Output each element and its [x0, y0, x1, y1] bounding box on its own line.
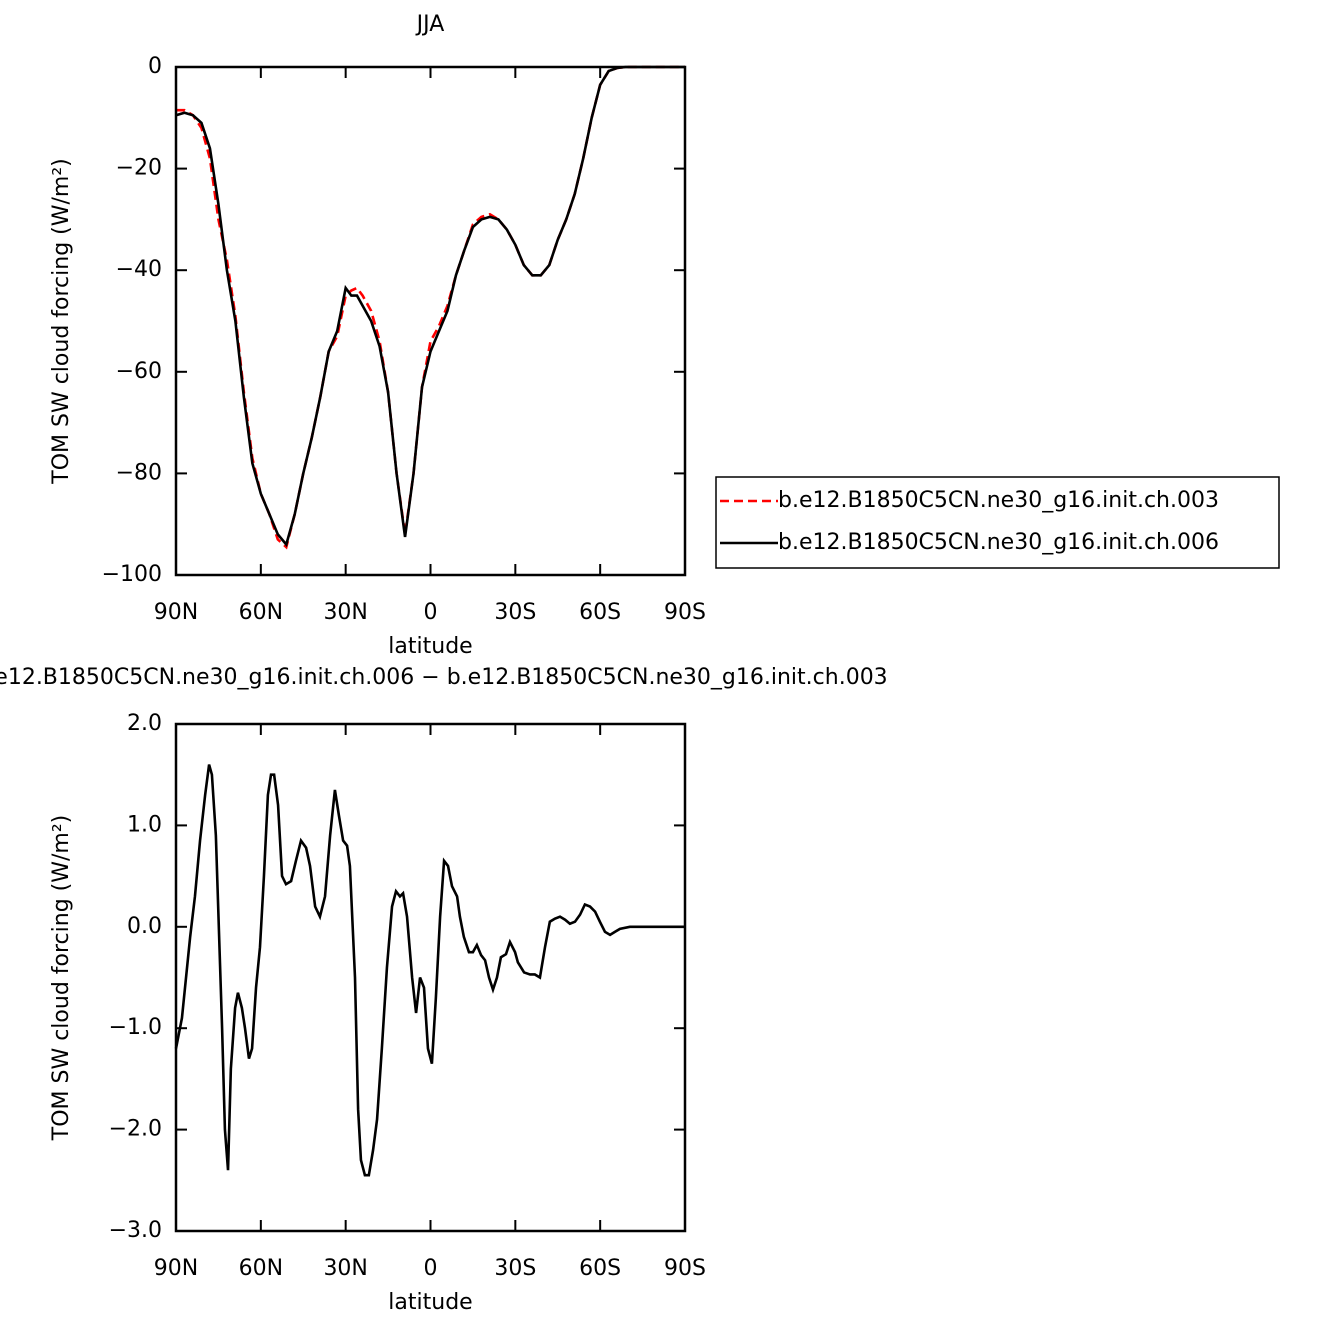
- y-tick-label: −60: [116, 359, 162, 384]
- y-tick-label: −2.0: [109, 1117, 162, 1142]
- x-tick-label: 90N: [154, 600, 198, 625]
- x-tick-label: 90N: [154, 1256, 198, 1281]
- data-line: [174, 764, 685, 1177]
- y-tick-label: −1.0: [109, 1015, 162, 1040]
- x-tick-label: 0: [424, 1256, 438, 1281]
- y-tick-label: 1.0: [127, 812, 162, 837]
- y-axis-label: TOM SW cloud forcing (W/m²): [49, 815, 74, 1141]
- y-axis-label: TOM SW cloud forcing (W/m²): [49, 158, 74, 484]
- x-tick-label: 60N: [239, 1256, 283, 1281]
- legend-label: b.e12.B1850C5CN.ne30_g16.init.ch.003: [778, 488, 1219, 513]
- legend-label: b.e12.B1850C5CN.ne30_g16.init.ch.006: [778, 530, 1219, 555]
- chart-title: b.e12.B1850C5CN.ne30_g16.init.ch.006 − b…: [0, 665, 888, 690]
- y-tick-label: 0.0: [127, 914, 162, 939]
- x-tick-label: 0: [424, 600, 438, 625]
- x-tick-label: 60N: [239, 600, 283, 625]
- legend-box: [715, 476, 1280, 569]
- data-line: [175, 65, 685, 548]
- x-tick-label: 30N: [323, 1256, 367, 1281]
- x-tick-label: 60S: [579, 1256, 621, 1281]
- x-tick-label: 30S: [494, 600, 536, 625]
- plot-frame: [174, 65, 687, 577]
- y-tick-label: −80: [116, 460, 162, 485]
- x-tick-label: 90S: [664, 1256, 706, 1281]
- chart-title: JJA: [415, 12, 445, 37]
- data-line: [176, 65, 685, 550]
- y-tick-label: 0: [148, 54, 162, 79]
- x-tick-label: 60S: [579, 600, 621, 625]
- y-tick-label: −40: [116, 257, 162, 282]
- x-tick-label: 30N: [323, 600, 367, 625]
- x-axis-label: latitude: [388, 1290, 472, 1315]
- y-tick-label: 2.0: [127, 711, 162, 736]
- y-tick-label: −100: [102, 562, 162, 587]
- plot-frame: [174, 722, 687, 1233]
- x-tick-label: 30S: [494, 1256, 536, 1281]
- y-tick-label: −20: [116, 156, 162, 181]
- x-axis-label: latitude: [388, 634, 472, 659]
- x-tick-label: 90S: [664, 600, 706, 625]
- y-tick-label: −3.0: [109, 1218, 162, 1243]
